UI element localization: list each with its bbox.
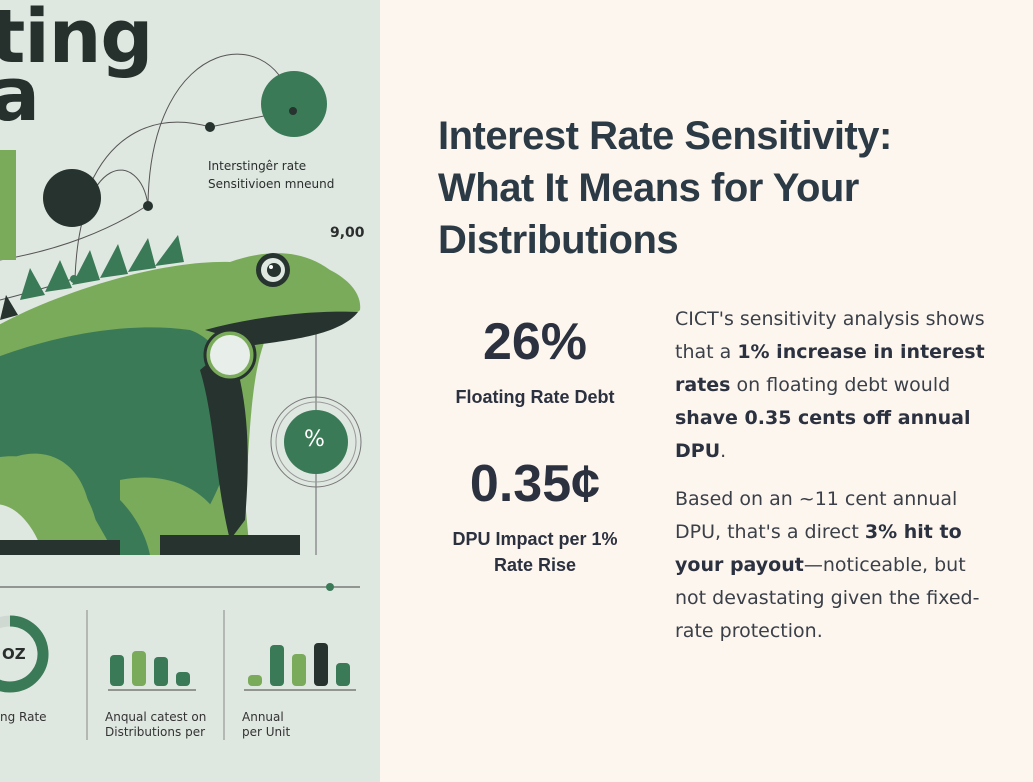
slide-content: Interest Rate Sensitivity: What It Means… — [380, 0, 1033, 782]
stat-floating-rate-debt: 26% Floating Rate Debt — [420, 310, 650, 410]
body-text: CICT's sensitivity analysis shows that a… — [675, 303, 1000, 663]
green-circle — [261, 71, 327, 137]
stat-label: Floating Rate Debt — [455, 387, 615, 407]
illustration-title: ting a — [0, 0, 153, 138]
illustration-graphic — [0, 53, 362, 740]
dark-circle — [43, 169, 101, 227]
percent-badge — [284, 410, 348, 474]
stat-dpu-impact: 0.35¢ DPU Impact per 1% Rate Rise — [420, 452, 650, 578]
illustration-callout: Interstingêr rate Sensitivioen mneund — [208, 159, 335, 191]
iguana-illustration: ting a Interstingêr rate Sensitivioen mn… — [0, 0, 380, 782]
bottom-label-per-unit: Annual per Unit — [242, 710, 291, 739]
stat-value: 26% — [482, 313, 588, 371]
stat-value: 0.35¢ — [469, 455, 601, 513]
page-title: Interest Rate Sensitivity: What It Means… — [438, 114, 892, 262]
percent-icon: % — [304, 427, 325, 452]
bottom-label-rate: ng Rate — [0, 710, 47, 724]
donut-label: OZ — [2, 645, 26, 663]
axis-number: 9,00 — [330, 225, 365, 241]
stat-label: DPU Impact per 1% Rate Rise — [452, 529, 618, 575]
bottom-label-distributions: Anqual catest on Distributions per — [105, 710, 207, 739]
paragraph-payout: Based on an ~11 cent annual DPU, that's … — [675, 488, 980, 642]
paragraph-sensitivity: CICT's sensitivity analysis shows that a… — [675, 308, 985, 462]
